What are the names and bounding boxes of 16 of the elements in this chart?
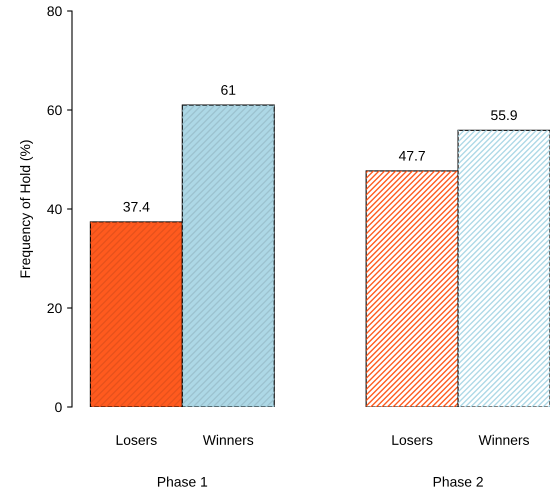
y-tick-label: 40 bbox=[47, 204, 62, 214]
x-tick-label: Winners bbox=[478, 434, 530, 445]
y-tick-label: 20 bbox=[48, 303, 62, 314]
x-tick-label: Winners bbox=[202, 434, 254, 445]
x-tick-label: Losers bbox=[392, 435, 432, 445]
y-tick-label: 80 bbox=[47, 6, 62, 16]
y-tick-label: 60 bbox=[48, 105, 62, 116]
text: Phase 2 bbox=[434, 476, 483, 487]
text: Phase 1 bbox=[158, 476, 208, 487]
x-tick-label: Losers bbox=[116, 435, 157, 445]
y-axis-title: Frequency of Hold (%) bbox=[20, 140, 33, 278]
data-label: 47.7 bbox=[398, 151, 425, 161]
data-label: 55.9 bbox=[491, 110, 517, 120]
y-tick-label: 0 bbox=[55, 402, 62, 412]
data-label: 61 bbox=[221, 85, 236, 95]
data-label: 37.4 bbox=[123, 202, 150, 212]
